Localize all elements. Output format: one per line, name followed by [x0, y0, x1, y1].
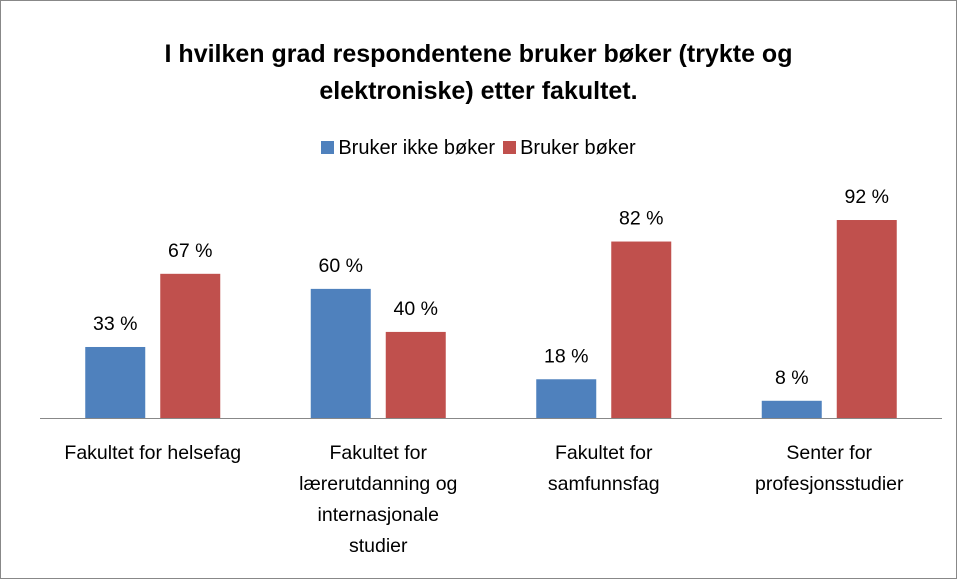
data-label: 8 %: [775, 367, 809, 389]
legend-label: Bruker bøker: [520, 137, 636, 159]
data-label: 33 %: [93, 313, 137, 335]
data-label: 82 %: [619, 208, 663, 230]
x-tick-label: Fakultet for samfunnsfag: [547, 442, 660, 495]
data-label: 40 %: [394, 298, 438, 320]
data-label: 18 %: [544, 345, 588, 367]
legend-item: Bruker ikke bøker: [321, 137, 495, 160]
x-tick-label: Fakultet for helsefag: [64, 442, 242, 464]
legend-swatch: [321, 141, 335, 154]
x-tick-label: Fakultet for lærerutdanning og internasj…: [299, 442, 458, 557]
data-label: 92 %: [845, 186, 889, 208]
chart-title: I hvilken grad respondentene bruker bøke…: [164, 40, 793, 105]
bar: [85, 346, 146, 418]
data-label: 67 %: [168, 240, 212, 262]
legend-label: Bruker ikke bøker: [338, 137, 496, 159]
bar: [310, 288, 371, 418]
bar: [611, 241, 672, 418]
bar: [536, 379, 597, 418]
bar: [836, 220, 897, 418]
legend-item: Bruker bøker: [503, 137, 636, 160]
data-label: 60 %: [319, 255, 363, 277]
bar: [160, 273, 221, 418]
bar: [385, 331, 446, 418]
legend-swatch: [503, 141, 517, 154]
bar: [761, 400, 822, 418]
x-tick-label: Senter for profesjonsstudier: [755, 442, 904, 495]
legend: Bruker ikke bøker Bruker bøker: [0, 137, 957, 160]
